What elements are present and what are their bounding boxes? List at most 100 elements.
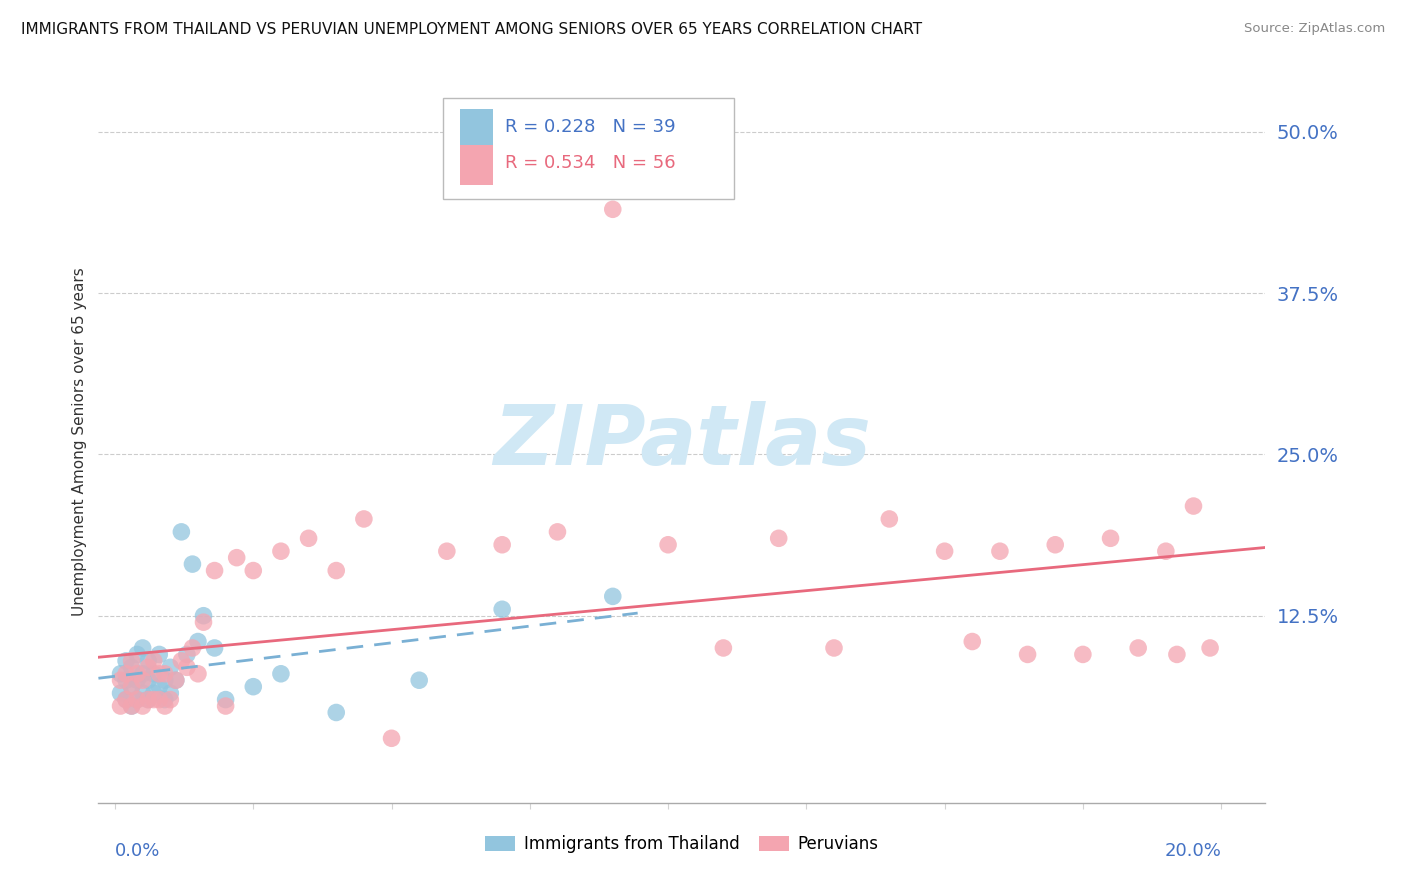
Text: R = 0.534   N = 56: R = 0.534 N = 56 xyxy=(505,154,675,172)
Point xyxy=(121,680,143,694)
Point xyxy=(142,666,165,681)
Point xyxy=(131,673,153,688)
Point xyxy=(136,654,159,668)
Point xyxy=(1099,531,1122,545)
Point xyxy=(988,544,1011,558)
Point xyxy=(142,692,165,706)
Point xyxy=(121,680,143,694)
Point xyxy=(127,692,149,706)
Point xyxy=(121,660,143,674)
Point xyxy=(176,660,198,674)
Point xyxy=(181,640,204,655)
Point xyxy=(115,654,138,668)
Point xyxy=(934,544,956,558)
Point xyxy=(204,564,226,578)
Point xyxy=(148,666,170,681)
Point xyxy=(193,615,215,630)
Point xyxy=(546,524,568,539)
Point xyxy=(121,699,143,714)
Point xyxy=(491,602,513,616)
Point xyxy=(408,673,430,688)
Point xyxy=(159,686,181,700)
Point xyxy=(242,564,264,578)
Point xyxy=(165,673,187,688)
Point xyxy=(127,692,149,706)
Point xyxy=(657,538,679,552)
Point xyxy=(115,666,138,681)
Point xyxy=(1182,499,1205,513)
Text: 0.0%: 0.0% xyxy=(115,842,160,860)
Point xyxy=(242,680,264,694)
Bar xyxy=(460,109,494,149)
Point xyxy=(1045,538,1067,552)
Y-axis label: Unemployment Among Seniors over 65 years: Unemployment Among Seniors over 65 years xyxy=(72,268,87,615)
Point xyxy=(204,640,226,655)
Point xyxy=(121,699,143,714)
Point xyxy=(193,608,215,623)
Point xyxy=(436,544,458,558)
Point xyxy=(153,692,176,706)
Point xyxy=(181,557,204,571)
Point xyxy=(136,692,159,706)
Point xyxy=(1017,648,1039,662)
Point xyxy=(110,666,132,681)
Point xyxy=(131,666,153,681)
Point xyxy=(110,699,132,714)
Text: R = 0.228   N = 39: R = 0.228 N = 39 xyxy=(505,119,675,136)
Point xyxy=(1199,640,1222,655)
Point xyxy=(136,660,159,674)
Point xyxy=(148,692,170,706)
Point xyxy=(1128,640,1150,655)
Point xyxy=(121,654,143,668)
Bar xyxy=(460,145,494,185)
Point xyxy=(270,666,292,681)
Point xyxy=(1154,544,1177,558)
Point xyxy=(170,654,193,668)
Point xyxy=(187,666,209,681)
Point xyxy=(131,699,153,714)
FancyBboxPatch shape xyxy=(443,98,734,200)
Point xyxy=(148,648,170,662)
Point xyxy=(127,666,149,681)
Point xyxy=(136,673,159,688)
Point xyxy=(214,699,236,714)
Point xyxy=(159,660,181,674)
Point xyxy=(214,692,236,706)
Point xyxy=(325,706,347,720)
Text: Source: ZipAtlas.com: Source: ZipAtlas.com xyxy=(1244,22,1385,36)
Point xyxy=(127,648,149,662)
Point xyxy=(270,544,292,558)
Point xyxy=(142,686,165,700)
Legend: Immigrants from Thailand, Peruvians: Immigrants from Thailand, Peruvians xyxy=(478,828,886,860)
Point xyxy=(602,202,624,217)
Point xyxy=(110,686,132,700)
Point xyxy=(131,686,153,700)
Text: IMMIGRANTS FROM THAILAND VS PERUVIAN UNEMPLOYMENT AMONG SENIORS OVER 65 YEARS CO: IMMIGRANTS FROM THAILAND VS PERUVIAN UNE… xyxy=(21,22,922,37)
Point xyxy=(148,680,170,694)
Point xyxy=(1071,648,1094,662)
Point xyxy=(325,564,347,578)
Point xyxy=(153,699,176,714)
Point xyxy=(879,512,901,526)
Point xyxy=(768,531,790,545)
Point xyxy=(142,654,165,668)
Point xyxy=(962,634,984,648)
Point xyxy=(491,538,513,552)
Point xyxy=(153,666,176,681)
Point xyxy=(159,692,181,706)
Point xyxy=(823,640,845,655)
Point xyxy=(153,673,176,688)
Point xyxy=(602,590,624,604)
Point xyxy=(170,524,193,539)
Point xyxy=(225,550,247,565)
Point xyxy=(110,673,132,688)
Point xyxy=(127,673,149,688)
Point xyxy=(115,692,138,706)
Text: ZIPatlas: ZIPatlas xyxy=(494,401,870,482)
Point xyxy=(187,634,209,648)
Point xyxy=(165,673,187,688)
Point xyxy=(115,673,138,688)
Point xyxy=(176,648,198,662)
Point xyxy=(713,640,735,655)
Point xyxy=(131,640,153,655)
